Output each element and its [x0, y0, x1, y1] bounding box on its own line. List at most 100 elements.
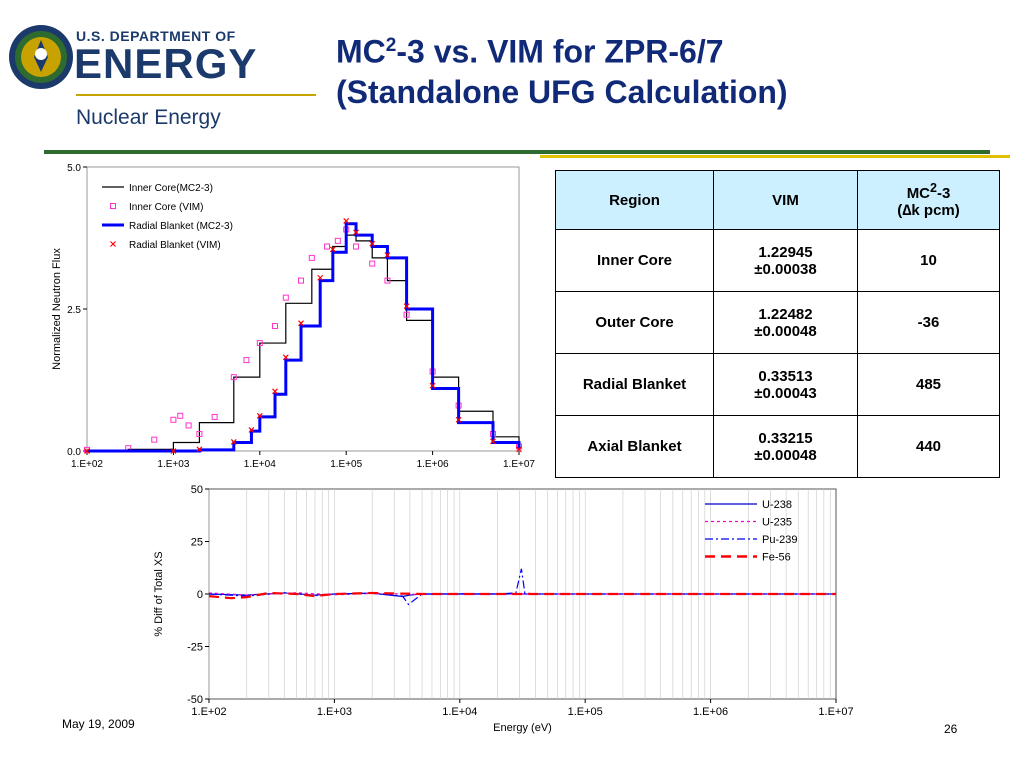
- header-mc23-post: -3: [936, 185, 951, 202]
- x-tick-label: 1.E+06: [417, 459, 449, 470]
- y-tick-label: 5.0: [67, 163, 81, 174]
- cell-mc: 440: [857, 415, 1000, 478]
- vim-uncertainty: ±0.00043: [754, 384, 817, 402]
- data-point: [369, 240, 376, 247]
- data-point: [170, 416, 177, 423]
- agency-subtitle: Nuclear Energy: [76, 106, 221, 129]
- legend-label: Fe-56: [762, 552, 791, 564]
- cell-vim: 1.22945 ±0.00038: [713, 229, 858, 292]
- x-tick-label: 1.E+06: [693, 706, 728, 718]
- data-point: [329, 246, 336, 253]
- data-point: [384, 252, 391, 258]
- cell-region: Inner Core: [555, 229, 714, 292]
- title-line-1: MC2-3 vs. VIM for ZPR-6/7: [336, 26, 788, 72]
- data-point: [324, 243, 331, 250]
- y-tick-label: 2.5: [67, 305, 81, 316]
- series-line: [87, 234, 520, 452]
- data-point: [317, 274, 324, 281]
- vim-uncertainty: ±0.00038: [754, 260, 817, 278]
- series-fe-56: Fe-56: [208, 552, 836, 600]
- legend-label: Inner Core(MC2-3): [129, 183, 213, 194]
- data-point: [243, 357, 250, 364]
- data-point: [334, 237, 341, 244]
- agency-line-2: ENERGY: [74, 40, 258, 87]
- series-line: [208, 568, 836, 606]
- data-point: [369, 260, 376, 267]
- data-point: [490, 438, 496, 445]
- divider-green: [44, 150, 990, 154]
- agency-line-1: U.S. DEPARTMENT OF: [76, 28, 236, 44]
- flux-chart: 1.E+02 1.E+03 1.E+04 1.E+05 1.E+06 1.E+07 0.0 2…: [51, 163, 535, 470]
- table-row: Inner Core 1.22945 ±0.00038 10: [555, 229, 1000, 292]
- x-tick-label: 1.E+07: [818, 706, 853, 718]
- x-tick-label: 1.E+07: [503, 459, 535, 470]
- slide-title: MC2-3 vs. VIM for ZPR-6/7 (Standalone UF…: [336, 26, 788, 112]
- table-row: Outer Core 1.22482 ±0.00048 -36: [555, 291, 1000, 354]
- table-row: Axial Blanket 0.33215 ±0.00048 440: [555, 415, 1000, 478]
- y-axis-label: % Diff of Total XS: [153, 551, 165, 636]
- data-point: [403, 303, 410, 310]
- header-mc23-sup: 2: [930, 181, 937, 195]
- legend-label: U-235: [762, 517, 792, 529]
- legend-label: Pu-239: [762, 534, 797, 546]
- series-line: [87, 222, 521, 453]
- data-point: [516, 446, 522, 453]
- data-point: [196, 430, 203, 437]
- y-axis-label: Normalized Neutron Flux: [51, 248, 63, 370]
- title-superscript: 2: [385, 35, 397, 56]
- data-point: [230, 374, 237, 381]
- title-line-1-post: -3 vs. VIM for ZPR-6/7: [396, 33, 724, 70]
- doe-seal-logo: [9, 25, 73, 89]
- x-tick-label: 1.E+04: [442, 706, 477, 718]
- data-point: [185, 422, 192, 429]
- agency-rule: [76, 94, 316, 96]
- data-point: [248, 427, 255, 433]
- series-radial-blanket-mc2-3-: Radial Blanket (MC2-3): [87, 221, 521, 453]
- vim-value: 0.33513: [758, 367, 813, 385]
- y-tick-label: -25: [187, 642, 203, 654]
- y-tick-label: 25: [191, 537, 203, 549]
- vim-value: 1.22482: [758, 305, 813, 323]
- vim-uncertainty: ±0.00048: [754, 446, 817, 464]
- data-point: [272, 323, 279, 330]
- footer-date: May 19, 2009: [62, 717, 135, 731]
- vim-uncertainty: ±0.00048: [754, 322, 817, 340]
- data-point: [272, 388, 278, 395]
- x-tick-label: 1.E+04: [244, 459, 276, 470]
- data-point: [256, 412, 263, 419]
- data-point: [256, 340, 263, 347]
- cell-mc: 10: [857, 229, 1000, 292]
- divider-gold: [540, 155, 1010, 158]
- series-line: [208, 591, 836, 600]
- table-header-row: Region VIM MC2-3 (∆k pcm): [555, 170, 1000, 230]
- y-tick-label: 0: [197, 589, 203, 601]
- k-comparison-table: Region VIM MC2-3 (∆k pcm) Inner Core 1.2…: [555, 170, 1000, 478]
- y-tick-label: 0.0: [67, 447, 81, 458]
- data-point: [170, 448, 177, 454]
- data-point: [298, 277, 305, 284]
- cell-region: Axial Blanket: [555, 415, 714, 478]
- header-vim: VIM: [713, 170, 858, 230]
- data-point: [343, 218, 350, 224]
- data-point: [196, 446, 203, 453]
- y-tick-label: 50: [191, 484, 203, 496]
- cell-vim: 1.22482 ±0.00048: [713, 291, 858, 354]
- data-point: [384, 277, 391, 284]
- header-region: Region: [555, 170, 714, 230]
- header-mc23: MC2-3 (∆k pcm): [857, 170, 1000, 230]
- data-point: [455, 416, 462, 423]
- data-point: [353, 243, 360, 250]
- y-tick-label: -50: [187, 694, 203, 706]
- data-point: [429, 382, 436, 389]
- legend-label: Radial Blanket (VIM): [129, 240, 221, 251]
- legend-label: Radial Blanket (MC2-3): [129, 221, 233, 232]
- vim-value: 1.22945: [758, 243, 813, 261]
- data-point: [353, 229, 359, 236]
- cell-region: Radial Blanket: [555, 353, 714, 416]
- cell-region: Outer Core: [555, 291, 714, 354]
- table-row: Radial Blanket 0.33513 ±0.00043 485: [555, 353, 1000, 416]
- data-point: [177, 412, 184, 419]
- data-point: [282, 354, 289, 361]
- xs-diff-chart: 1.E+02 1.E+03 1.E+04 1.E+05 1.E+06 1.E+07 50 25…: [153, 484, 854, 734]
